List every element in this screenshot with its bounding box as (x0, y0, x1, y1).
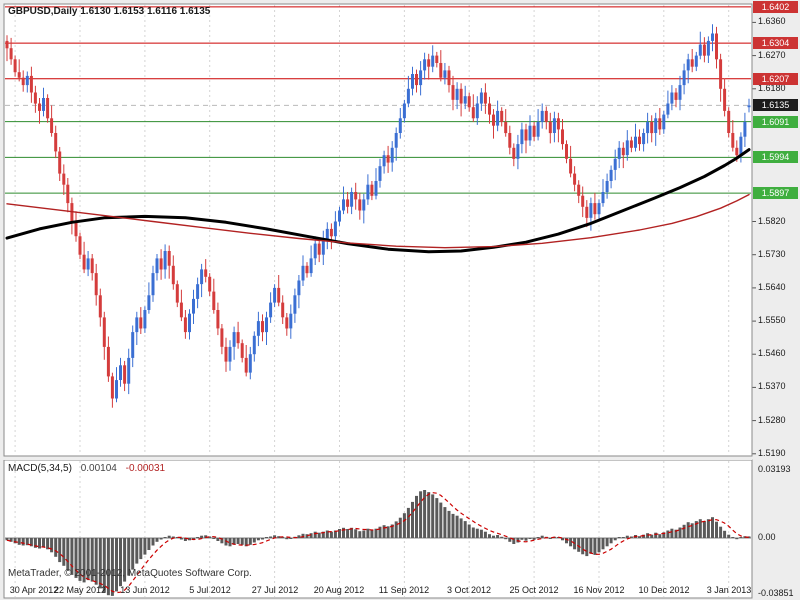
panel-separator[interactable] (0, 457, 752, 460)
metatrader-watermark: MetaTrader, © 2001-2012, MetaQuotes Soft… (8, 568, 252, 579)
price-chart-panel[interactable] (0, 0, 752, 457)
macd-indicator-label: MACD(5,34,5) 0.00104 -0.00031 (8, 463, 165, 474)
macd-main-value: 0.00104 (80, 463, 117, 474)
macd-panel[interactable] (0, 460, 752, 600)
macd-signal-value: -0.00031 (125, 463, 166, 474)
chart-title-ohlc: GBPUSD,Daily 1.6130 1.6153 1.6116 1.6135 (8, 6, 211, 17)
macd-name: MACD(5,34,5) (8, 463, 72, 474)
